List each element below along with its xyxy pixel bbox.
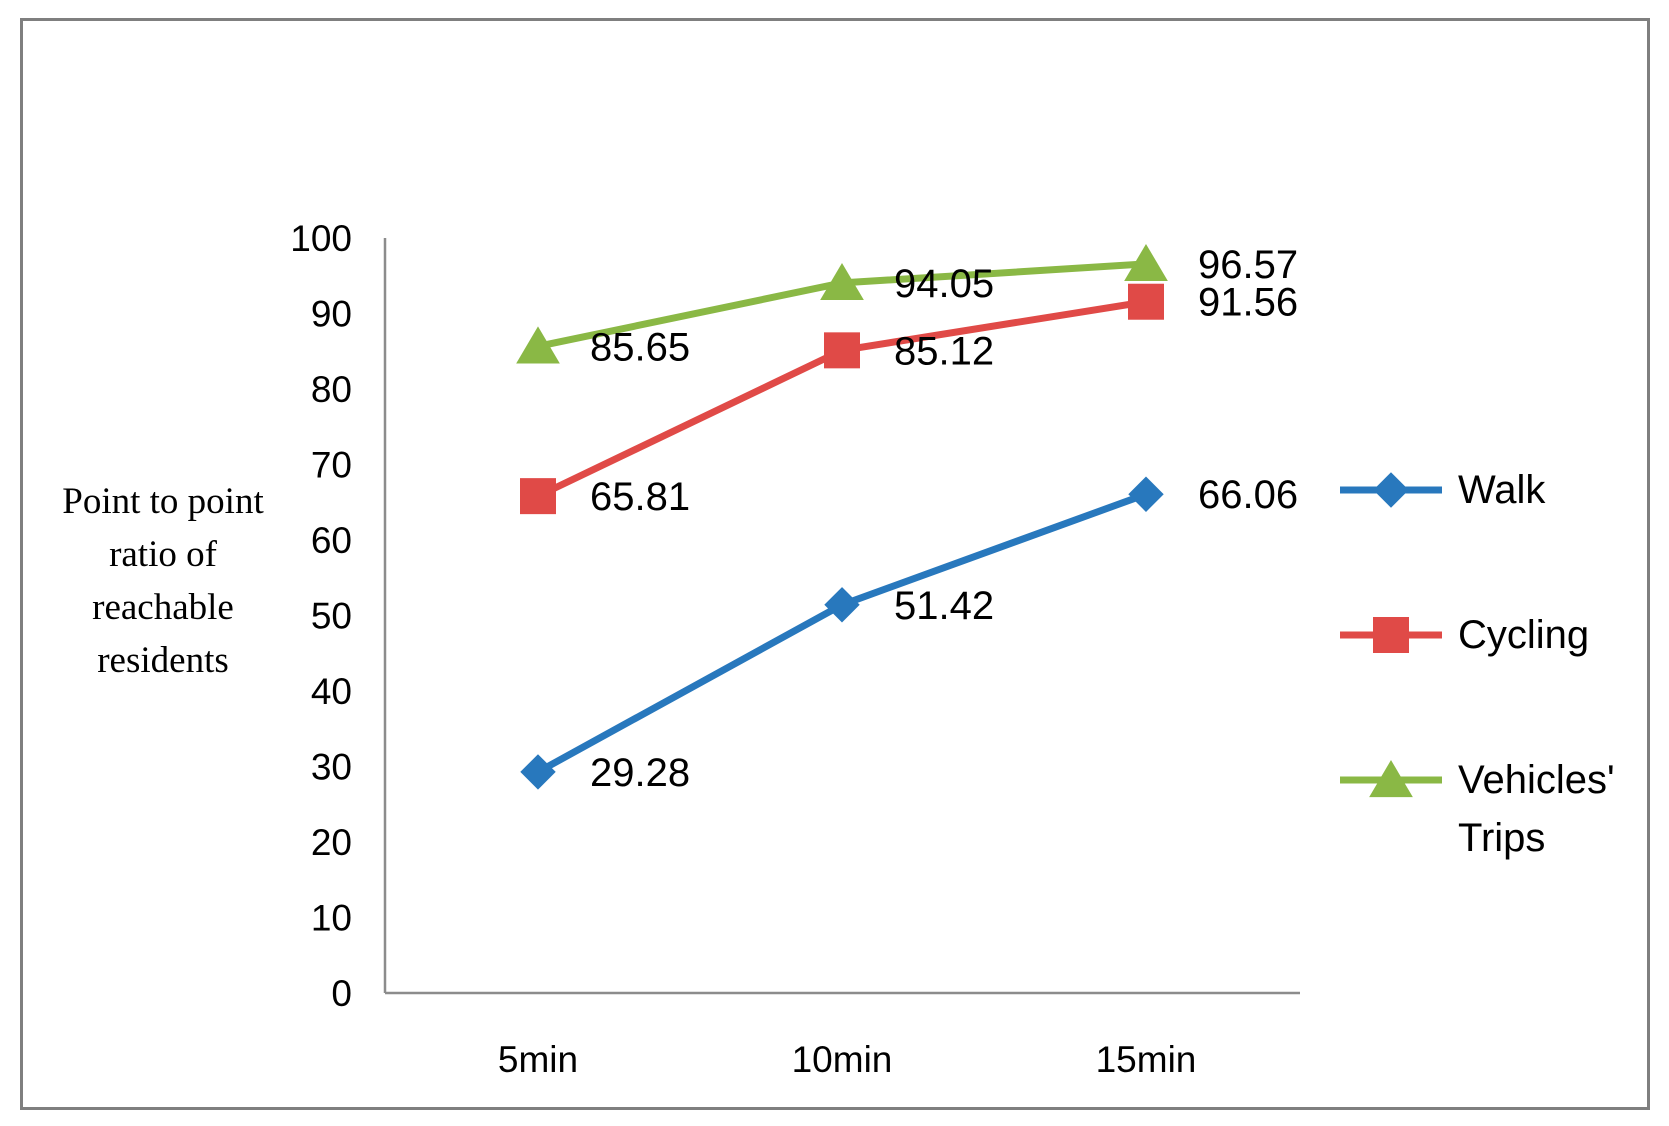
y-tick-label: 90 bbox=[311, 294, 352, 335]
data-point-walk bbox=[520, 754, 556, 790]
data-point-vehicles-trips bbox=[1124, 243, 1168, 281]
y-tick-label: 20 bbox=[311, 822, 352, 863]
data-labels: 29.28 51.42 66.06 65.81 85.12 91.56 85.65 94.05… bbox=[590, 243, 1298, 795]
y-tick-label: 100 bbox=[290, 218, 352, 259]
data-point-vehicles-trips bbox=[516, 326, 560, 364]
legend-marker-cycling bbox=[1373, 617, 1409, 653]
data-label-vehicles-trips: 85.65 bbox=[590, 325, 690, 369]
data-label-cycling: 85.12 bbox=[894, 329, 994, 373]
data-point-walk bbox=[1128, 476, 1164, 512]
x-tick-label: 5min bbox=[498, 1039, 578, 1080]
chart-frame bbox=[20, 18, 1650, 1110]
legend-label-vehicles-trips: Trips bbox=[1458, 816, 1545, 860]
data-label-walk: 66.06 bbox=[1198, 473, 1298, 517]
data-label-walk: 51.42 bbox=[894, 584, 994, 628]
y-axis-title-line: reachable bbox=[92, 587, 234, 628]
axes: 0 10 20 30 40 50 60 70 80 90 100 5min 10min 15min bbox=[290, 218, 1300, 1080]
data-label-walk: 29.28 bbox=[590, 751, 690, 795]
legend-marker-walk bbox=[1373, 472, 1409, 508]
data-point-cycling bbox=[824, 332, 860, 369]
x-tick-label: 10min bbox=[792, 1039, 893, 1080]
data-label-cycling: 65.81 bbox=[590, 475, 690, 519]
y-tick-label: 50 bbox=[311, 596, 352, 637]
legend: Walk Cycling Vehicles' Trips bbox=[1340, 468, 1615, 860]
y-tick-label: 60 bbox=[311, 520, 352, 561]
series-markers bbox=[516, 243, 1168, 790]
x-tick-label: 15min bbox=[1096, 1039, 1197, 1080]
legend-label-cycling: Cycling bbox=[1458, 613, 1589, 657]
y-axis-title-line: residents bbox=[97, 640, 229, 681]
data-label-cycling: 91.56 bbox=[1198, 281, 1298, 325]
y-tick-label: 80 bbox=[311, 369, 352, 410]
y-tick-label: 40 bbox=[311, 671, 352, 712]
y-axis-title: Point to point ratio of reachable residents bbox=[62, 481, 264, 681]
legend-marker-vehicles-trips bbox=[1369, 760, 1413, 798]
y-axis-title-line: Point to point bbox=[62, 481, 264, 522]
y-tick-label: 30 bbox=[311, 747, 352, 788]
y-axis-title-line: ratio of bbox=[109, 534, 218, 575]
y-tick-label: 70 bbox=[311, 445, 352, 486]
y-tick-label: 10 bbox=[311, 898, 352, 939]
series-line-walk bbox=[536, 490, 1148, 776]
data-point-vehicles-trips bbox=[820, 262, 864, 301]
data-point-walk bbox=[824, 587, 860, 623]
data-label-vehicles-trips: 94.05 bbox=[894, 262, 994, 306]
y-tick-label: 0 bbox=[331, 973, 352, 1014]
data-label-vehicles-trips: 96.57 bbox=[1198, 243, 1298, 287]
data-point-cycling bbox=[1128, 283, 1164, 320]
legend-label-walk: Walk bbox=[1458, 468, 1546, 512]
legend-label-vehicles-trips: Vehicles' bbox=[1458, 758, 1615, 802]
data-point-cycling bbox=[520, 478, 556, 515]
